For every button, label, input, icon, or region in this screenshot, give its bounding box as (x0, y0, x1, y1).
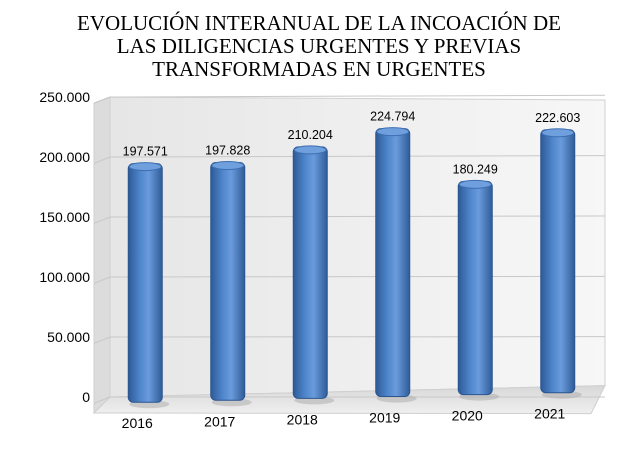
data-labels: 197.571 197.828 210.204 224.794 180.249 222.6… (123, 110, 581, 177)
bar-body (210, 162, 246, 401)
y-tick-label: 0 (82, 389, 90, 405)
x-axis: 2016 2017 2018 2019 2020 2021 (122, 406, 566, 431)
data-label: 197.828 (205, 144, 250, 158)
gridline (109, 94, 606, 98)
plot-walls (92, 96, 606, 415)
bar-top (293, 145, 327, 155)
bar (540, 128, 582, 399)
data-label: 222.603 (535, 111, 580, 125)
bar-top (376, 127, 410, 137)
y-tick-label: 150.000 (39, 209, 90, 225)
gridlines (93, 94, 606, 404)
gridline-side (93, 336, 111, 344)
bar-body (540, 129, 576, 394)
y-tick-label: 250.000 (39, 89, 90, 105)
bar-top (211, 161, 245, 171)
gridline-side (93, 276, 111, 284)
chart-title-line-3: TRANSFORMADAS EN URGENTES (152, 57, 486, 81)
bar (375, 127, 417, 403)
bar (292, 145, 335, 405)
gridline-side (93, 96, 111, 104)
bar-body (127, 163, 163, 403)
bar-top (128, 162, 162, 172)
x-tick-label: 2019 (369, 409, 400, 425)
bar (127, 162, 170, 409)
bar (210, 161, 252, 407)
y-tick-label: 50.000 (47, 329, 90, 345)
gridline-side (93, 396, 111, 404)
data-label: 180.249 (453, 162, 498, 176)
y-tick-label: 100.000 (39, 269, 90, 285)
data-label: 197.571 (123, 145, 168, 159)
side-wall (93, 96, 111, 415)
chart-title-line-1: EVOLUCIÓN INTERANUAL DE LA INCOACIÓN DE (77, 11, 561, 35)
bar-body (457, 180, 493, 396)
back-wall (109, 96, 606, 398)
x-tick-label: 2021 (534, 406, 565, 422)
data-label: 210.204 (288, 128, 333, 142)
bars (127, 127, 582, 409)
gridline-side (93, 216, 111, 224)
bar-top (458, 179, 492, 189)
gridline (109, 275, 606, 278)
bar-body (375, 128, 411, 397)
x-tick-label: 2020 (452, 408, 483, 424)
chart-title-line-2: LAS DILIGENCIAS URGENTES Y PREVIAS (116, 34, 522, 58)
x-tick-label: 2017 (204, 413, 235, 429)
y-tick-label: 200.000 (39, 149, 90, 165)
bar (457, 179, 500, 401)
chart-title: EVOLUCIÓN INTERANUAL DE LA INCOACIÓN DE … (0, 12, 638, 81)
gridline (109, 155, 606, 158)
bar-top (541, 128, 575, 138)
bar-body (292, 146, 328, 399)
gridline-side (93, 156, 111, 164)
x-tick-label: 2018 (287, 411, 318, 427)
y-axis: 0 50.000 100.000 150.000 200.000 250.000 (39, 89, 90, 405)
data-label: 224.794 (370, 110, 415, 124)
gridline (109, 215, 606, 218)
x-tick-label: 2016 (122, 415, 153, 431)
